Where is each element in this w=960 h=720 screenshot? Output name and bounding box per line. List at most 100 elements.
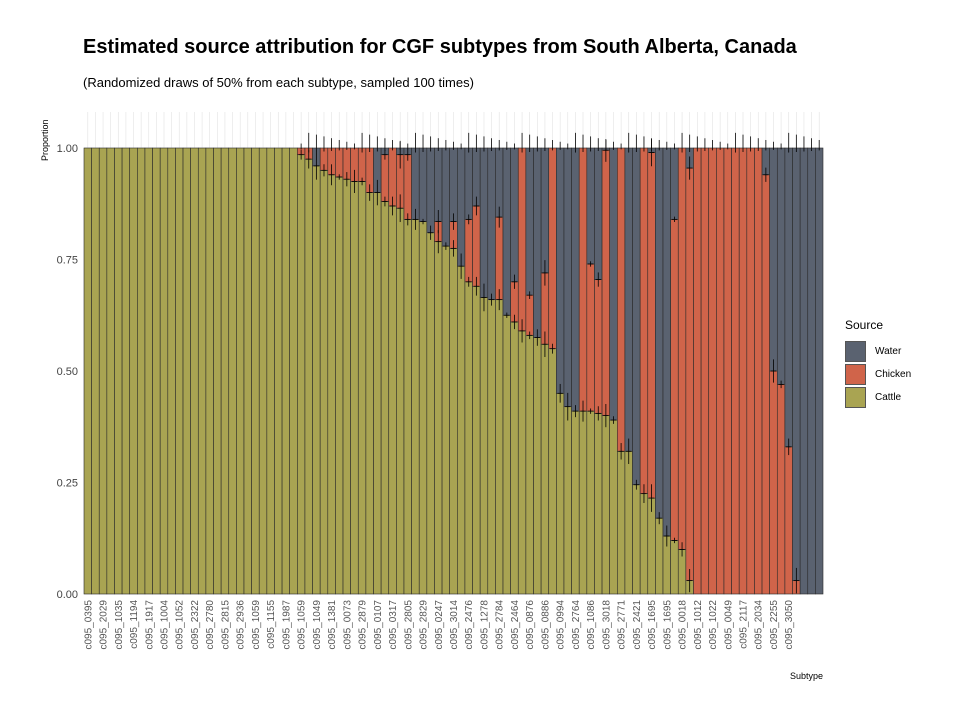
x-tick-label: c095_0317 (388, 600, 399, 650)
x-tick-label: c095_0876 (525, 600, 536, 650)
bar-segment-water (464, 147, 473, 220)
bar-segment-cattle (175, 147, 184, 595)
bar-segment-cattle (586, 410, 595, 595)
bar-segment-cattle (533, 337, 542, 595)
x-tick-label: c095_2764 (571, 600, 582, 650)
legend-label-cattle: Cattle (875, 392, 902, 403)
chart-title: Estimated source attribution for CGF sub… (83, 36, 797, 58)
bar-segment-chicken (472, 205, 481, 287)
bar-segment-cattle (274, 147, 283, 595)
bar-segment-chicken (380, 154, 390, 202)
x-tick-label: c095_0994 (556, 600, 567, 650)
bar-segment-cattle (434, 241, 443, 595)
x-tick-label: c095_1012 (693, 600, 704, 650)
legend-label-water: Water (875, 346, 902, 357)
x-tick-label: c095_2879 (358, 600, 369, 650)
x-tick-label: c095_1004 (159, 600, 170, 650)
x-tick-label: c095_0395 (83, 600, 94, 650)
bar-segment-water (624, 147, 633, 452)
bar-segment-water (586, 147, 595, 265)
x-tick-label: c095_1917 (144, 600, 155, 650)
bar-segment-water (556, 147, 565, 394)
bar-segment-water (510, 147, 519, 283)
x-tick-label: c095_2771 (617, 600, 628, 650)
bar-segment-chicken (754, 147, 763, 595)
x-tick-label: c095_1155 (266, 600, 277, 649)
x-tick-label: c095_1022 (708, 600, 719, 650)
bar-segment-cattle (91, 147, 100, 595)
bar-segment-cattle (251, 147, 260, 595)
bar-segment-cattle (441, 245, 450, 595)
x-tick-label: c095_3014 (449, 600, 460, 650)
bar-segment-chicken (746, 147, 755, 595)
x-tick-label: c095_2829 (419, 600, 430, 650)
bar-segment-chicken (578, 147, 588, 412)
x-tick-label: c095_2784 (495, 600, 506, 650)
bar-segment-cattle (213, 147, 222, 595)
bar-segment-chicken (548, 147, 557, 349)
bar-segment-cattle (335, 176, 344, 595)
bar-segment-cattle (426, 232, 435, 595)
bar-segment-cattle (220, 147, 230, 595)
bar-segment-cattle (137, 147, 146, 595)
bar-segment-cattle (411, 219, 420, 595)
x-tick-label: c095_1194 (129, 600, 140, 649)
bar-segment-cattle (236, 147, 245, 595)
bar-segment-cattle (357, 181, 367, 595)
bar-segment-cattle (616, 450, 626, 595)
x-tick-label: c095_2815 (220, 600, 231, 650)
bar-segment-water (441, 147, 450, 247)
y-axis-ticks: 0.00 0.25 0.50 0.75 1.00 (57, 143, 78, 601)
bar-segment-cattle (517, 330, 527, 595)
x-tick-label: c095_1086 (586, 600, 597, 650)
x-tick-label: c095_1381 (327, 600, 338, 650)
x-tick-label: c095_2255 (769, 600, 780, 650)
bar-segment-cattle (98, 147, 108, 595)
bar-segment-chicken (517, 147, 527, 332)
x-tick-label: c095_1278 (479, 600, 490, 650)
bar-segment-chicken (594, 279, 603, 414)
bar-segment-water (457, 147, 466, 267)
bar-segment-water (769, 147, 778, 372)
x-tick-label: c095_1059 (297, 600, 308, 650)
bar-segment-water (815, 147, 824, 595)
bar-segment-chicken (776, 384, 786, 595)
y-axis-label: Proportion (40, 119, 50, 161)
bar-segment-water (479, 147, 489, 298)
bar-segment-chicken (723, 147, 732, 595)
bar-segment-chicken (693, 147, 702, 595)
x-tick-label: c095_0049 (723, 600, 734, 650)
bar-segment-water (662, 147, 671, 537)
x-tick-label: c095_3050 (784, 600, 795, 650)
bar-segment-chicken (670, 219, 679, 541)
y-tick-label: 0.50 (57, 366, 78, 378)
bar-segment-cattle (243, 147, 252, 595)
bar-segment-cattle (449, 248, 458, 595)
bar-segment-water (792, 147, 801, 581)
bar-segment-water (609, 147, 618, 421)
x-tick-label: c095_0107 (373, 600, 384, 650)
legend-title: Source (845, 318, 884, 332)
bar-segment-water (776, 147, 786, 385)
x-tick-label: c095_3018 (601, 600, 612, 650)
bar-segment-cattle (510, 321, 519, 595)
bar-segment-cattle (350, 181, 359, 595)
x-tick-label: c095_2464 (510, 600, 521, 650)
x-tick-label: c095_2421 (632, 600, 643, 650)
bar-segment-cattle (655, 517, 664, 595)
bar-segment-cattle (289, 147, 298, 595)
x-tick-label: c095_2322 (190, 600, 201, 650)
bar-segment-cattle (144, 147, 153, 595)
bar-segment-cattle (297, 154, 306, 595)
x-tick-label: c095_2029 (99, 600, 110, 650)
bar-segment-water (487, 147, 496, 300)
bar-segment-cattle (281, 147, 291, 595)
bar-segment-cattle (327, 174, 336, 595)
bar-segment-cattle (525, 335, 534, 595)
bar-segment-cattle (571, 410, 580, 595)
x-tick-label: c095_1052 (175, 600, 186, 650)
bar-segment-chicken (616, 147, 626, 452)
bar-segment-cattle (365, 192, 374, 595)
bar-segment-water (533, 147, 542, 338)
legend-swatch-chicken (845, 364, 866, 385)
